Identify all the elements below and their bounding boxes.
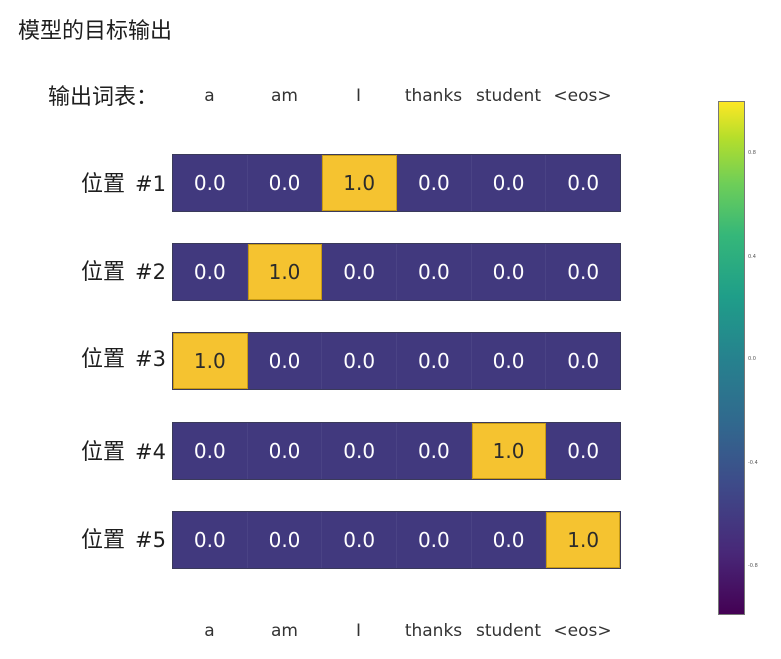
colorbar-tick: 0.0 (748, 356, 756, 362)
colorbar (718, 101, 745, 615)
vocab-footer-i: I (355, 621, 361, 641)
cell-r5-eos: 1.0 (546, 512, 621, 568)
cell-r2-a: 0.0 (173, 244, 248, 300)
cell-r1-i: 1.0 (322, 155, 398, 211)
cell-r2-thanks: 0.0 (397, 244, 472, 300)
cell-r4-student: 1.0 (471, 423, 547, 479)
row-label-position-1: 位置 #1 (62, 170, 166, 199)
row-label-position-2: 位置 #2 (62, 258, 166, 287)
colorbar-tick: -0.4 (748, 460, 758, 466)
output-row-position-4: 0.0 0.0 0.0 0.0 1.0 0.0 (172, 422, 621, 480)
cell-r3-thanks: 0.0 (397, 333, 472, 389)
row-label-text: 位置 (81, 440, 126, 465)
output-row-position-1: 0.0 0.0 1.0 0.0 0.0 0.0 (172, 154, 621, 212)
row-label-number: #5 (135, 528, 166, 552)
colorbar-tick: -0.8 (748, 563, 758, 569)
row-label-position-3: 位置 #3 (62, 345, 166, 374)
cell-r3-eos: 0.0 (567, 349, 600, 373)
row-label-text: 位置 (81, 528, 126, 553)
cell-r5-a: 0.0 (173, 512, 248, 568)
vocab-header-am: am (271, 86, 298, 106)
cell-r4-thanks: 0.0 (397, 423, 472, 479)
colorbar-tick: 0.8 (748, 150, 756, 156)
cell-r2-i: 0.0 (322, 244, 398, 300)
cell-r1-student: 0.0 (472, 155, 547, 211)
vocab-header-thanks: thanks (404, 86, 463, 106)
vocab-footer-student: student (476, 621, 541, 641)
cell-r3-a: 1.0 (173, 333, 248, 389)
cell-r1-am: 0.0 (248, 155, 323, 211)
vocab-header-i: I (355, 86, 361, 106)
vocab-label: 输出词表： (48, 85, 159, 110)
output-row-position-3: 1.0 0.0 0.0 0.0 0.0 0.0 (172, 332, 621, 390)
output-row-position-5: 0.0 0.0 0.0 0.0 0.0 1.0 (172, 511, 621, 569)
cell-r4-am: 0.0 (248, 423, 323, 479)
row-label-number: #4 (135, 440, 166, 464)
row-label-number: #2 (135, 260, 166, 284)
row-label-text: 位置 (81, 172, 126, 197)
cell-r3-student: 0.0 (472, 333, 547, 389)
cell-r5-student: 0.0 (472, 512, 547, 568)
vocab-footer-a: a (204, 621, 215, 641)
output-row-position-2: 0.0 1.0 0.0 0.0 0.0 0.0 (172, 243, 621, 301)
cell-r1-a: 0.0 (173, 155, 248, 211)
vocab-footer-am: am (271, 621, 298, 641)
cell-r2-eos: 0.0 (567, 260, 600, 284)
cell-r5-am: 0.0 (248, 512, 323, 568)
cell-r1-eos: 0.0 (567, 171, 600, 195)
vocab-header-student: student (476, 86, 541, 106)
cell-r5-thanks: 0.0 (397, 512, 472, 568)
row-label-number: #1 (135, 172, 166, 196)
vocab-footer-eos: <eos> (553, 621, 612, 641)
cell-r4-a: 0.0 (173, 423, 248, 479)
vocab-header-eos: <eos> (553, 86, 612, 106)
cell-r3-am: 0.0 (248, 333, 323, 389)
row-label-text: 位置 (81, 260, 126, 285)
cell-r4-i: 0.0 (322, 423, 398, 479)
row-label-position-4: 位置 #4 (62, 438, 166, 467)
row-label-text: 位置 (81, 347, 126, 372)
cell-r3-i: 0.0 (322, 333, 398, 389)
colorbar-tick: 0.4 (748, 254, 756, 260)
row-label-position-5: 位置 #5 (62, 526, 166, 555)
cell-r1-thanks: 0.0 (397, 155, 472, 211)
row-label-number: #3 (135, 347, 166, 371)
page-title: 模型的目标输出 (18, 19, 173, 44)
cell-r2-am: 1.0 (247, 244, 323, 300)
vocab-footer-thanks: thanks (404, 621, 463, 641)
cell-r2-student: 0.0 (472, 244, 547, 300)
cell-r5-i: 0.0 (322, 512, 398, 568)
vocab-header-a: a (204, 86, 215, 106)
cell-r4-eos: 0.0 (567, 439, 600, 463)
